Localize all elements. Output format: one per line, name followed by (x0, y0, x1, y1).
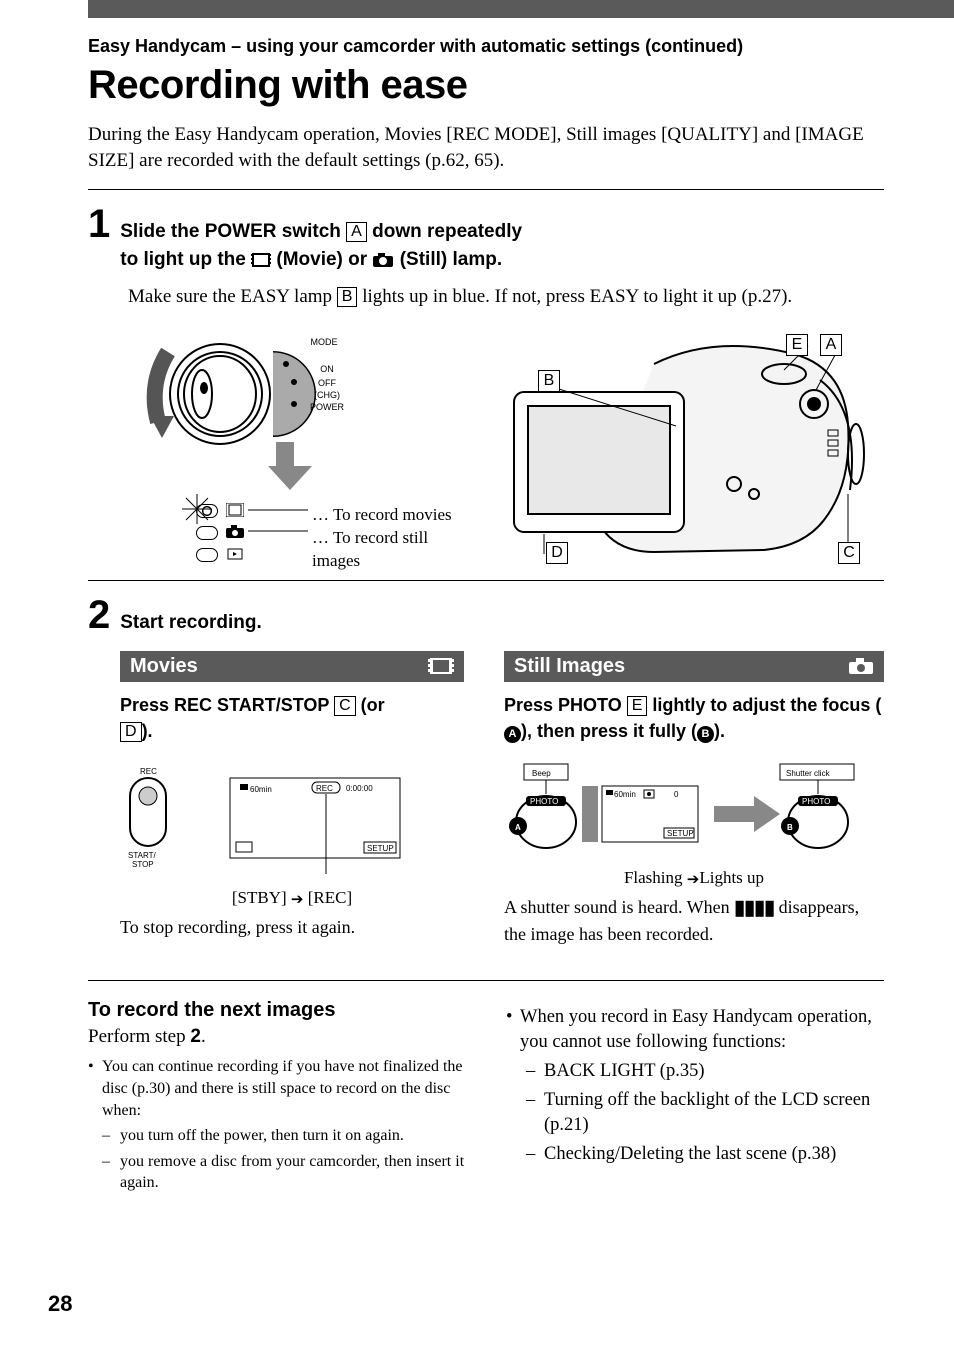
indicator-captions: … To record movies … To record still ima… (312, 504, 468, 573)
step-1-number: 1 (88, 204, 110, 244)
movies-body: To stop recording, press it again. (120, 915, 464, 939)
svg-text:STOP: STOP (132, 860, 154, 869)
still-icon (372, 249, 394, 277)
svg-text:REC: REC (140, 767, 157, 776)
bars-icon: ▮▮▮▮ (734, 895, 774, 922)
step-1: 1 Slide the POWER switch A down repeated… (88, 204, 884, 276)
still-instruction: Press PHOTO E lightly to adjust the focu… (504, 692, 884, 744)
movies-header: Movies (120, 651, 464, 682)
svg-text:60min: 60min (614, 790, 636, 799)
step-2-title: Start recording. (120, 609, 261, 637)
perform-step: Perform step 2. (88, 1026, 466, 1048)
movie-icon (226, 503, 244, 519)
svg-text:B: B (787, 823, 793, 832)
callout-e: E (786, 334, 808, 356)
figure-row: MODE ON OFF (CHG) POWER (128, 334, 884, 564)
divider (88, 980, 884, 981)
breadcrumb: Easy Handycam – using your camcorder wit… (88, 36, 884, 57)
divider (88, 189, 884, 190)
svg-text:A: A (515, 823, 521, 832)
callout-a: A (820, 334, 842, 356)
dash-lcd-backlight: Turning off the backlight of the LCD scr… (526, 1088, 884, 1138)
page-number: 28 (48, 1291, 72, 1317)
still-header: Still Images (504, 651, 884, 682)
page-title: Recording with ease (88, 63, 884, 108)
bullet-continue: You can continue recording if you have n… (88, 1056, 466, 1194)
movie-icon (251, 249, 271, 277)
movies-column: Movies Press REC START/STOP C (or D). RE… (120, 651, 464, 946)
svg-text:PHOTO: PHOTO (802, 797, 830, 806)
still-icon (226, 525, 244, 541)
svg-text:Shutter click: Shutter click (786, 769, 831, 778)
circle-b-icon: B (697, 726, 714, 743)
dial-labels: MODE ON OFF (CHG) POWER (274, 336, 344, 413)
movies-caption: [STBY] ➔ [REC] (120, 888, 464, 909)
still-caption: Flashing ➔Lights up (504, 868, 884, 889)
dash-check-delete: Checking/Deleting the last scene (p.38) (526, 1142, 884, 1167)
lower-section: To record the next images Perform step 2… (88, 997, 884, 1200)
movies-diagram: REC START/ STOP 60min REC 0:00:00 (120, 762, 464, 882)
svg-text:REC: REC (316, 784, 333, 793)
play-icon (226, 547, 244, 563)
movie-icon (428, 657, 454, 675)
header-bar (0, 0, 954, 18)
intro-paragraph: During the Easy Handycam operation, Movi… (88, 122, 884, 173)
svg-text:START/: START/ (128, 851, 156, 860)
dash-backlight: BACK LIGHT (p.35) (526, 1059, 884, 1084)
header-bar-fill (88, 0, 954, 18)
callout-b-inline: B (337, 287, 358, 307)
svg-text:SETUP: SETUP (667, 829, 694, 838)
svg-text:60min: 60min (250, 785, 272, 794)
svg-text:Beep: Beep (532, 769, 551, 778)
callout-b: B (538, 370, 560, 392)
step-2: 2 Start recording. (88, 595, 884, 637)
lower-left-column: To record the next images Perform step 2… (88, 997, 466, 1200)
svg-text:0: 0 (674, 790, 679, 799)
still-body: A shutter sound is heard. When ▮▮▮▮ disa… (504, 895, 884, 946)
step-1-note: Make sure the EASY lamp B lights up in b… (128, 286, 884, 308)
divider (88, 580, 884, 581)
svg-text:0:00:00: 0:00:00 (346, 784, 373, 793)
callout-a-inline: A (346, 222, 367, 242)
step-1-title: Slide the POWER switch A down repeatedly… (120, 218, 522, 276)
lower-right-column: When you record in Easy Handycam operati… (506, 997, 884, 1200)
still-icon (848, 657, 874, 675)
svg-text:PHOTO: PHOTO (530, 797, 558, 806)
callout-c: C (838, 542, 860, 564)
dash-disc: you remove a disc from your camcorder, t… (102, 1151, 466, 1194)
callout-d: D (546, 542, 568, 564)
dash-power: you turn off the power, then turn it on … (102, 1125, 466, 1147)
figure-lens-dial: MODE ON OFF (CHG) POWER (128, 334, 468, 564)
sparkle-icon (182, 494, 212, 524)
figure-camcorder: B E A D C (498, 334, 884, 564)
still-diagram: Beep PHOTO A 60min 0 (504, 762, 884, 862)
still-column: Still Images Press PHOTO E lightly to ad… (504, 651, 884, 946)
bullet-cannot-use: When you record in Easy Handycam operati… (506, 1005, 884, 1167)
next-images-heading: To record the next images (88, 999, 466, 1022)
circle-a-icon: A (504, 726, 521, 743)
movies-instruction: Press REC START/STOP C (or D). (120, 692, 464, 744)
camcorder-illustration (484, 334, 884, 564)
svg-text:SETUP: SETUP (367, 844, 394, 853)
step-2-number: 2 (88, 595, 110, 635)
